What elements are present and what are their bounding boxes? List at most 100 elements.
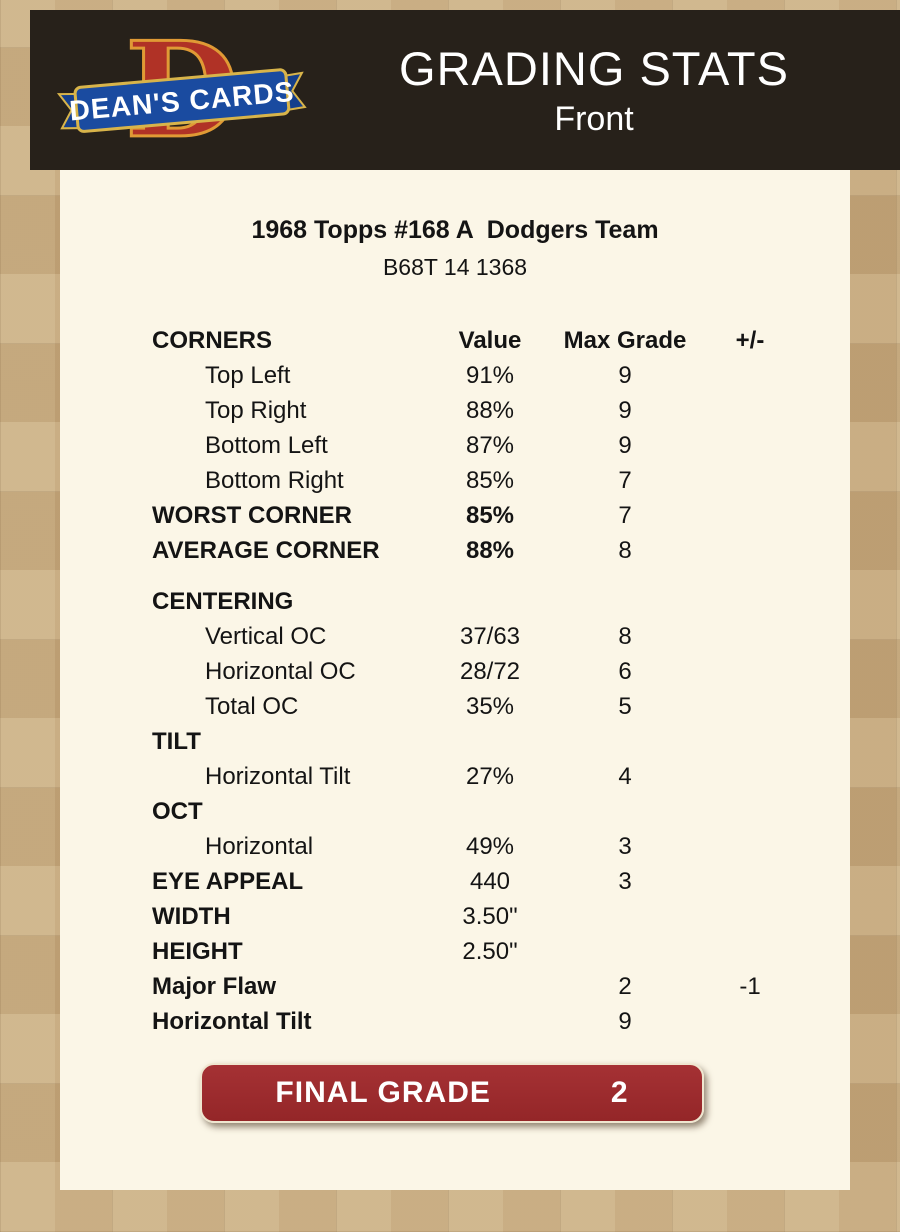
row-max-grade: 9 [618, 397, 632, 424]
row-label: Vertical OC [205, 623, 327, 650]
row-plus-minus [702, 759, 798, 794]
header-corners: CORNERS [152, 327, 273, 354]
row-label: Total OC [205, 693, 299, 720]
row-label: Top Left [205, 362, 291, 389]
row-plus-minus [702, 689, 798, 724]
row-label: WIDTH [152, 903, 231, 930]
row-plus-minus [702, 934, 798, 969]
spacer [60, 864, 152, 899]
row-plus-minus [702, 619, 798, 654]
row-value: 87% [465, 432, 515, 459]
row-label: Bottom Left [205, 432, 328, 459]
row-label: Major Flaw [152, 973, 277, 1000]
spacer [60, 584, 152, 619]
row-max-grade [548, 899, 702, 934]
row-max-grade: 2 [618, 973, 632, 1000]
row-max-grade [548, 724, 702, 759]
row-label: Horizontal Tilt [205, 763, 351, 790]
page-subtitle: Front [554, 100, 634, 138]
row-value [432, 1004, 548, 1039]
row-max-grade: 3 [618, 868, 632, 895]
row-max-grade: 9 [618, 1008, 632, 1035]
spacer [60, 934, 152, 969]
table-row: Horizontal 49% 3 [60, 829, 850, 864]
spacer [60, 689, 152, 724]
row-plus-minus [702, 654, 798, 689]
row-value [432, 724, 548, 759]
table-row: WIDTH 3.50" [60, 899, 850, 934]
row-label: Top Right [205, 397, 307, 424]
table-row: Total OC 35% 5 [60, 689, 850, 724]
row-max-grade: 4 [618, 763, 632, 790]
table-row: EYE APPEAL 440 3 [60, 864, 850, 899]
final-grade-button: FINAL GRADE 2 [200, 1063, 704, 1123]
row-label: WORST CORNER [152, 502, 352, 529]
header-value: Value [458, 327, 522, 354]
final-grade-label: FINAL GRADE [275, 1076, 491, 1109]
table-row: Horizontal Tilt 9 [60, 1004, 850, 1039]
row-value: 35% [465, 693, 515, 720]
grading-stats-table: CORNERS Value Max Grade +/- Top Left 91%… [60, 323, 850, 1039]
row-value: 27% [465, 763, 515, 790]
table-row: Bottom Right 85% 7 [60, 463, 850, 498]
row-plus-minus [702, 899, 798, 934]
spacer [60, 969, 152, 1004]
table-row: Bottom Left 87% 9 [60, 428, 850, 463]
row-value [432, 794, 548, 829]
header-plus-minus: +/- [735, 327, 765, 354]
row-value: 88% [465, 537, 515, 564]
row-max-grade [548, 934, 702, 969]
spacer [60, 899, 152, 934]
table-row: HEIGHT 2.50" [60, 934, 850, 969]
row-max-grade: 6 [618, 658, 632, 685]
row-max-grade: 7 [618, 502, 632, 529]
table-row: CENTERING [60, 584, 850, 619]
row-label: TILT [152, 728, 201, 755]
spacer [60, 533, 152, 568]
content-panel: 1968 Topps #168 A Dodgers Team B68T 14 1… [60, 170, 850, 1190]
spacer [60, 1004, 152, 1039]
spacer [60, 393, 152, 428]
row-plus-minus [702, 1004, 798, 1039]
row-label: Horizontal [205, 833, 314, 860]
spacer [60, 463, 152, 498]
row-max-grade: 3 [618, 833, 632, 860]
spacer [60, 759, 152, 794]
row-plus-minus [702, 724, 798, 759]
row-max-grade: 7 [618, 467, 632, 494]
logo-graphic: D DEAN'S CARDS [56, 11, 307, 168]
row-max-grade [548, 794, 702, 829]
row-plus-minus [702, 358, 798, 393]
row-plus-minus [702, 463, 798, 498]
row-plus-minus [702, 498, 798, 533]
table-row: AVERAGE CORNER 88% 8 [60, 533, 850, 568]
row-label: Horizontal OC [205, 658, 356, 685]
row-value: 2.50" [462, 938, 518, 965]
row-max-grade: 9 [618, 432, 632, 459]
card-id: B68T 14 1368 [382, 254, 528, 280]
table-row: Horizontal Tilt 27% 4 [60, 759, 850, 794]
row-value: 440 [469, 868, 511, 895]
row-value: 85% [465, 467, 515, 494]
spacer [60, 794, 152, 829]
row-plus-minus [702, 393, 798, 428]
table-row: Top Right 88% 9 [60, 393, 850, 428]
row-plus-minus [702, 794, 798, 829]
spacer [60, 428, 152, 463]
row-plus-minus [702, 428, 798, 463]
row-max-grade: 8 [618, 623, 632, 650]
table-row: WORST CORNER 85% 7 [60, 498, 850, 533]
table-row: Top Left 91% 9 [60, 358, 850, 393]
spacer [60, 323, 152, 358]
table-header-row: CORNERS Value Max Grade +/- [60, 323, 850, 358]
row-label: HEIGHT [152, 938, 243, 965]
row-value: 49% [465, 833, 515, 860]
logo-ribbon: DEAN'S CARDS [56, 68, 307, 133]
spacer [60, 654, 152, 689]
spacer [60, 619, 152, 654]
header-max-grade: Max Grade [563, 327, 687, 354]
row-max-grade: 8 [618, 537, 632, 564]
row-value: 37/63 [459, 623, 521, 650]
deans-cards-logo: D DEAN'S CARDS [56, 11, 308, 168]
row-label: EYE APPEAL [152, 868, 304, 895]
